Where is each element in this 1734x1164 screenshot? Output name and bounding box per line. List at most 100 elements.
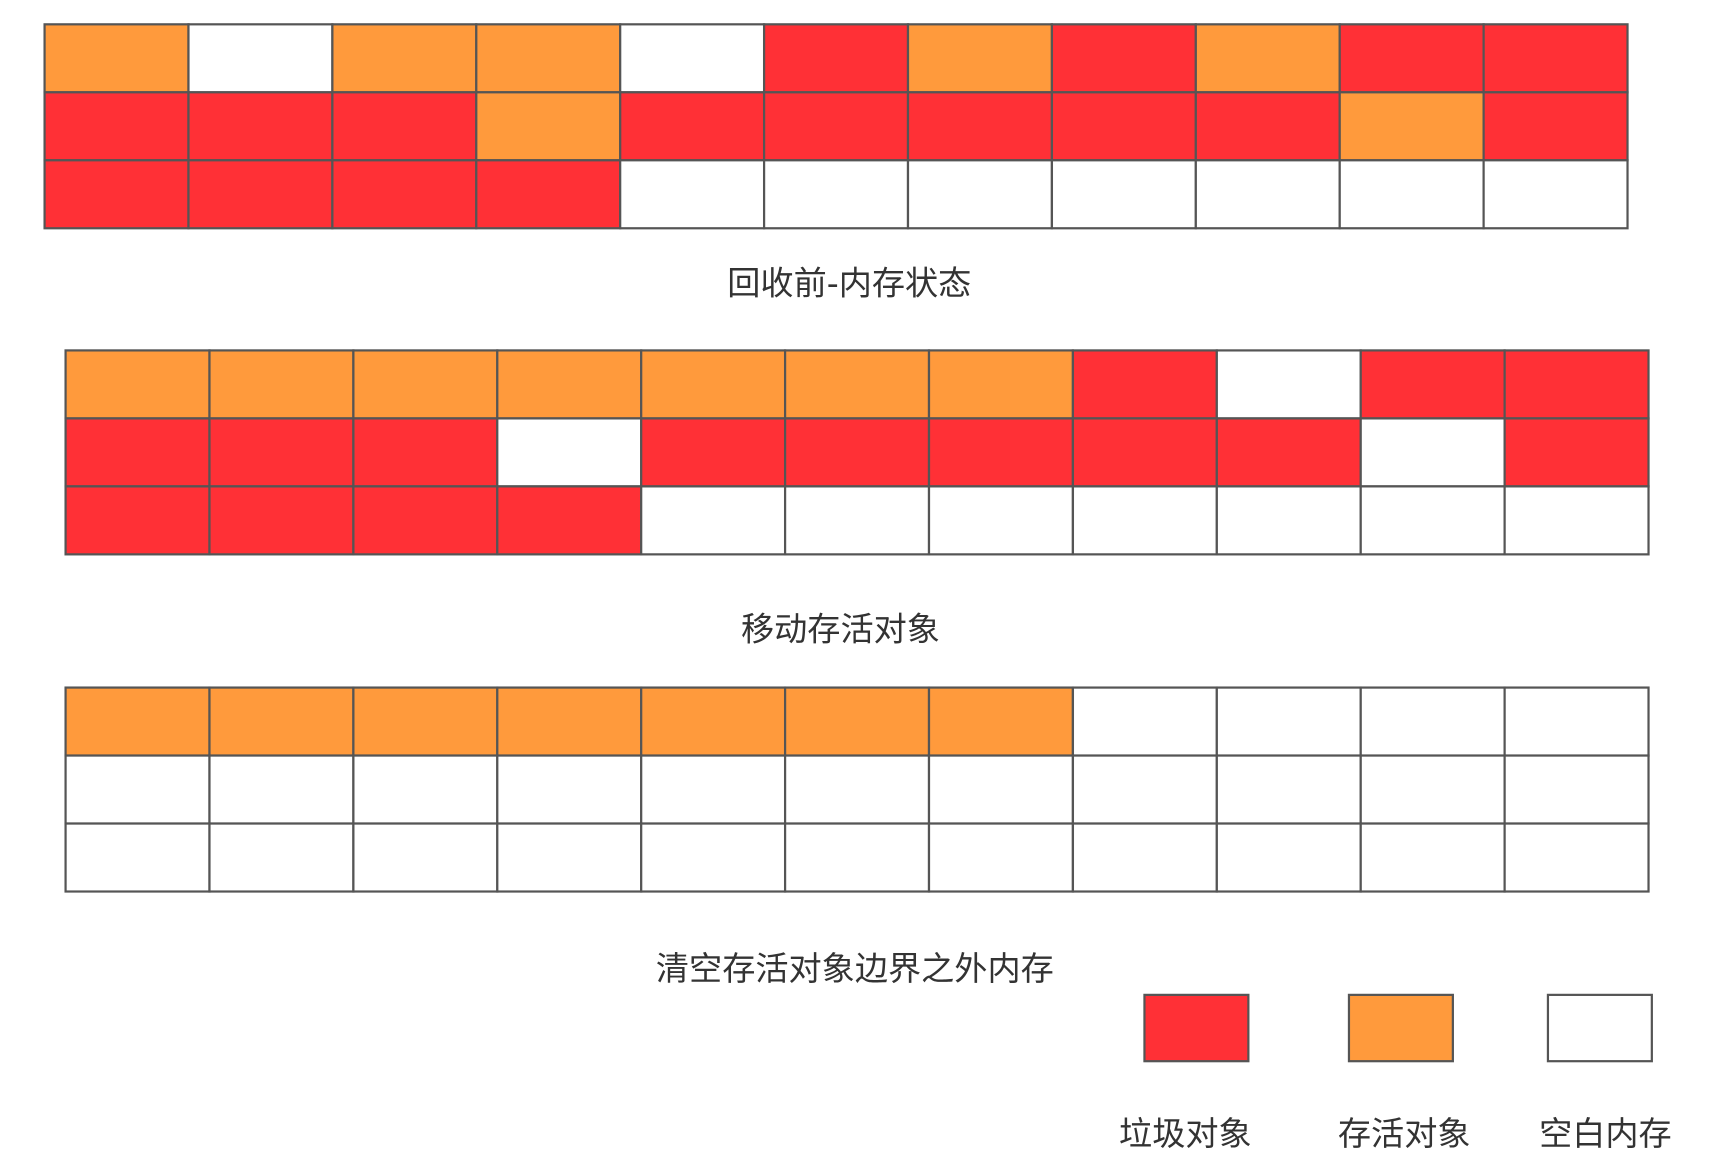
legend-swatch bbox=[1347, 993, 1454, 1063]
memory-cell bbox=[762, 23, 910, 94]
memory-cell bbox=[64, 686, 211, 757]
memory-cell bbox=[496, 686, 643, 757]
memory-cell bbox=[352, 417, 499, 488]
memory-cell bbox=[1050, 91, 1197, 162]
memory-cell bbox=[783, 686, 931, 757]
memory-cell bbox=[783, 754, 931, 825]
memory-cell bbox=[1503, 686, 1650, 757]
caption: 回收前-内存状态 bbox=[727, 264, 971, 303]
memory-cell bbox=[1071, 349, 1218, 420]
memory-cell bbox=[1194, 159, 1341, 230]
memory-cell bbox=[352, 485, 499, 556]
memory-cell bbox=[619, 91, 766, 162]
memory-cell bbox=[1071, 686, 1218, 757]
memory-cell bbox=[1482, 23, 1629, 94]
memory-cell bbox=[1359, 417, 1506, 488]
memory-cell bbox=[906, 23, 1054, 94]
memory-cell bbox=[43, 91, 190, 162]
memory-cell bbox=[640, 349, 787, 420]
memory-cell bbox=[187, 23, 334, 94]
memory-cell bbox=[208, 485, 355, 556]
memory-cell bbox=[927, 417, 1075, 488]
memory-cell bbox=[208, 349, 355, 420]
memory-cell bbox=[208, 417, 355, 488]
memory-cell bbox=[1482, 159, 1629, 230]
memory-cell bbox=[1050, 23, 1197, 94]
legend-label: 存活对象 bbox=[1338, 1114, 1471, 1153]
memory-cell bbox=[906, 91, 1054, 162]
memory-cell bbox=[1215, 686, 1362, 757]
memory-cell bbox=[496, 822, 643, 893]
memory-cell bbox=[1050, 159, 1197, 230]
memory-cell bbox=[208, 754, 355, 825]
memory-cell bbox=[1503, 822, 1650, 893]
memory-cell bbox=[64, 485, 211, 556]
memory-cell bbox=[1071, 754, 1218, 825]
memory-cell bbox=[496, 349, 643, 420]
memory-cell bbox=[1503, 485, 1650, 556]
memory-cell bbox=[1359, 686, 1506, 757]
memory-cell bbox=[783, 485, 931, 556]
memory-cell bbox=[43, 159, 190, 230]
memory-cell bbox=[927, 485, 1075, 556]
memory-cell bbox=[1215, 822, 1362, 893]
memory-cell bbox=[927, 822, 1075, 893]
memory-cell bbox=[208, 822, 355, 893]
memory-cell bbox=[783, 417, 931, 488]
memory-cell bbox=[927, 349, 1075, 420]
memory-cell bbox=[352, 822, 499, 893]
memory-cell bbox=[331, 91, 478, 162]
memory-cell bbox=[475, 23, 622, 94]
memory-cell bbox=[1071, 485, 1218, 556]
memory-cell bbox=[1215, 485, 1362, 556]
memory-cell bbox=[1338, 91, 1485, 162]
memory-cell bbox=[352, 349, 499, 420]
memory-cell bbox=[1338, 159, 1485, 230]
memory-cell bbox=[64, 417, 211, 488]
memory-cell bbox=[331, 23, 478, 94]
memory-cell bbox=[762, 91, 910, 162]
legend-label: 垃圾对象 bbox=[1119, 1114, 1252, 1153]
memory-cell bbox=[1359, 822, 1506, 893]
memory-cell bbox=[1503, 417, 1650, 488]
memory-cell bbox=[64, 349, 211, 420]
legend-swatch bbox=[1143, 993, 1250, 1063]
memory-cell bbox=[1071, 822, 1218, 893]
memory-cell bbox=[1215, 754, 1362, 825]
memory-cell bbox=[331, 159, 478, 230]
memory-cell bbox=[640, 485, 787, 556]
memory-cell bbox=[640, 822, 787, 893]
caption: 清空存活对象边界之外内存 bbox=[656, 949, 1054, 988]
memory-cell bbox=[1359, 349, 1506, 420]
memory-cell bbox=[43, 23, 190, 94]
caption: 移动存活对象 bbox=[741, 610, 940, 649]
memory-cell bbox=[619, 23, 766, 94]
legend-label: 空白内存 bbox=[1539, 1114, 1672, 1153]
memory-cell bbox=[1338, 23, 1485, 94]
memory-cell bbox=[64, 754, 211, 825]
memory-cell bbox=[475, 159, 622, 230]
memory-cell bbox=[475, 91, 622, 162]
memory-cell bbox=[208, 686, 355, 757]
memory-cell bbox=[783, 349, 931, 420]
memory-cell bbox=[496, 485, 643, 556]
memory-cell bbox=[1215, 417, 1362, 488]
memory-cell bbox=[762, 159, 910, 230]
memory-cell bbox=[640, 686, 787, 757]
memory-cell bbox=[927, 686, 1075, 757]
memory-cell bbox=[64, 822, 211, 893]
legend-swatch bbox=[1546, 993, 1653, 1063]
memory-cell bbox=[1194, 23, 1341, 94]
memory-cell bbox=[1503, 349, 1650, 420]
memory-cell bbox=[783, 822, 931, 893]
memory-cell bbox=[1503, 754, 1650, 825]
memory-cell bbox=[496, 417, 643, 488]
memory-cell bbox=[1194, 91, 1341, 162]
memory-cell bbox=[352, 686, 499, 757]
memory-cell bbox=[640, 417, 787, 488]
memory-cell bbox=[187, 159, 334, 230]
memory-cell bbox=[1359, 754, 1506, 825]
memory-cell bbox=[619, 159, 766, 230]
memory-cell bbox=[927, 754, 1075, 825]
